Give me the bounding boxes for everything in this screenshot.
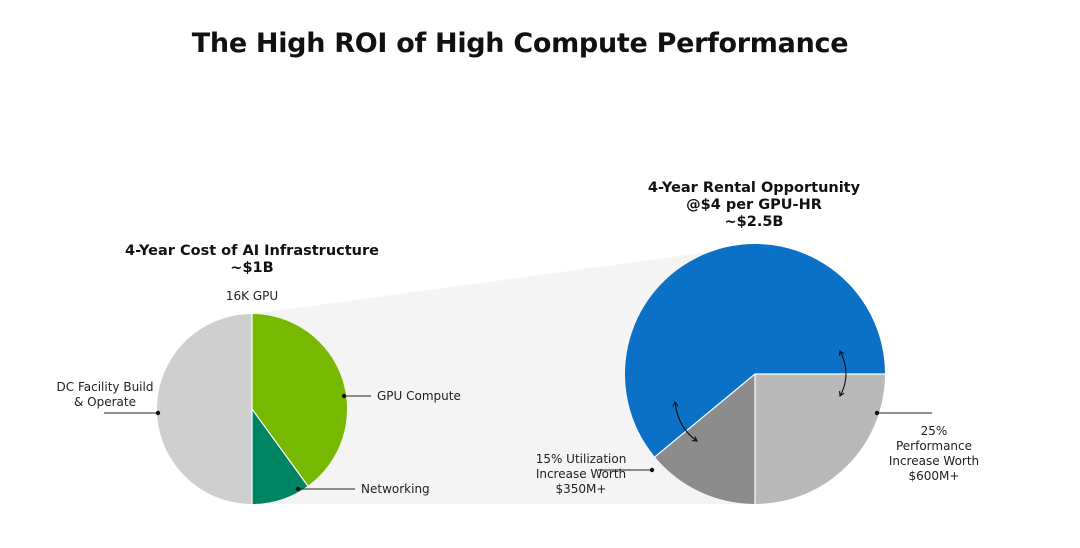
label-utilization-line-2: Increase Worth: [535, 467, 627, 481]
right-chart-title: 4-Year Rental Opportunity @$4 per GPU-HR…: [604, 180, 904, 231]
left-chart-subtitle: ~$1B: [230, 260, 274, 276]
slice-divider: [251, 408, 309, 487]
slice-performance: [755, 374, 885, 504]
right-chart-title-line-3: ~$2.5B: [724, 214, 784, 230]
leader-gpu-compute-dot: [341, 393, 347, 399]
label-dc-facility-line-1: DC Facility Build: [56, 380, 154, 394]
label-performance-line-4: $600M+: [908, 469, 960, 483]
connector-shape: [252, 251, 755, 504]
slice-networking: [252, 409, 308, 504]
page-title: The High ROI of High Compute Performance: [191, 28, 849, 59]
label-performance-line-2: Performance: [895, 439, 973, 453]
leader-utilization-dot: [649, 467, 655, 473]
left-top-label: 16K GPU: [225, 289, 279, 303]
label-performance-line-3: Increase Worth: [888, 454, 980, 468]
arrow-performance-head-top: [839, 349, 845, 357]
left-chart-title-line: 4-Year Cost of AI Infrastructure: [125, 243, 379, 259]
leader-performance-dot: [874, 410, 880, 416]
arrow-utilization: [674, 401, 698, 442]
label-utilization: 15% Utilization Increase Worth $350M+: [521, 452, 641, 497]
slice-rental-base: [625, 244, 885, 457]
right-chart-title-line-2: @$4 per GPU-HR: [686, 197, 822, 213]
label-performance: 25% Performance Increase Worth $600M+: [879, 424, 989, 484]
arrow-performance-head-bottom: [839, 390, 845, 398]
slice-dc-facility: [157, 314, 252, 504]
label-performance-line-1: 25%: [920, 424, 948, 438]
label-utilization-line-3: $350M+: [555, 482, 607, 496]
slice-gpu-compute: [252, 314, 348, 486]
right-chart-title-line-1: 4-Year Rental Opportunity: [647, 180, 861, 196]
leader-dc-facility-dot: [155, 410, 161, 416]
arrow-performance: [839, 350, 847, 397]
left-chart-title: 4-Year Cost of AI Infrastructure ~$1B: [102, 243, 402, 277]
label-dc-facility-line-2: & Operate: [74, 395, 136, 409]
label-dc-facility: DC Facility Build & Operate: [40, 380, 170, 410]
leader-networking-dot: [295, 486, 301, 492]
slice-divider: [654, 373, 756, 458]
arrow-utilization-head-bottom: [691, 436, 698, 442]
arrow-utilization-head-top: [672, 400, 679, 407]
slice-utilization: [654, 374, 755, 504]
label-gpu-compute: GPU Compute: [377, 389, 461, 403]
label-utilization-line-1: 15% Utilization: [535, 452, 627, 466]
label-networking: Networking: [361, 482, 430, 496]
